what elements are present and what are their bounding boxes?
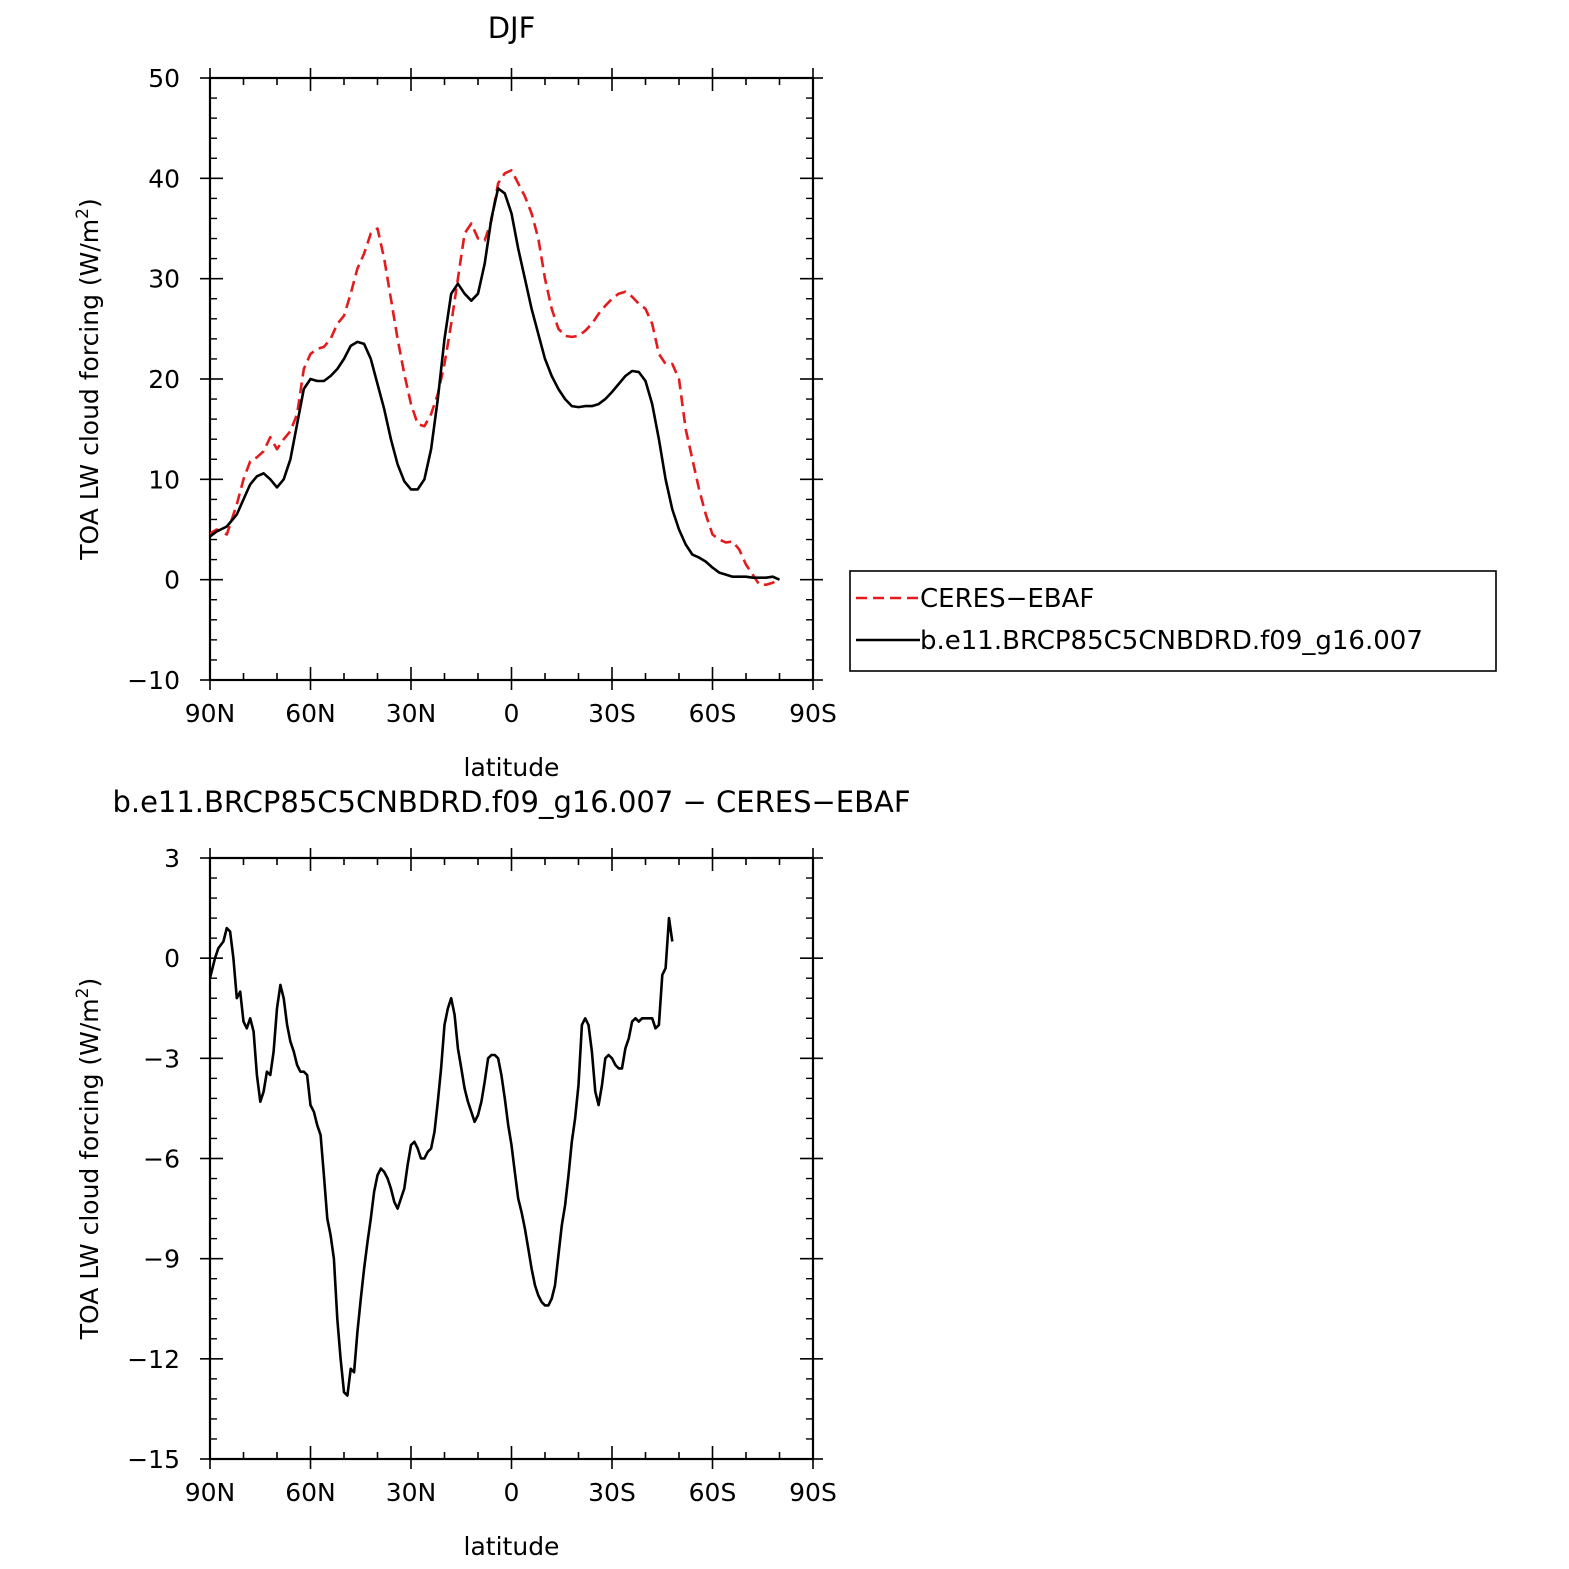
p0-y-tick-label: 40 — [148, 164, 180, 193]
p0-y-tick-label: −10 — [127, 666, 180, 695]
p0-y-tick-label: 20 — [148, 365, 180, 394]
p1-y-tick-label: −15 — [127, 1445, 180, 1474]
p0-x-tick-label: 60S — [689, 699, 737, 728]
legend: CERES−EBAF b.e11.BRCP85C5CNBDRD.f09_g16.0… — [849, 570, 1497, 672]
p1-y-tick-label: −6 — [143, 1145, 180, 1174]
p1-x-axis-label: latitude — [464, 1532, 560, 1561]
legend-label-1: b.e11.BRCP85C5CNBDRD.f09_g16.007 — [920, 626, 1423, 656]
p1-series-line-0 — [210, 916, 674, 1397]
bottom-panel: b.e11.BRCP85C5CNBDRD.f09_g16.007 − CERES… — [73, 785, 911, 1561]
p0-series-group — [210, 169, 781, 586]
p0-x-tick-label: 90S — [789, 699, 837, 728]
p0-y-tick-label: 0 — [164, 566, 180, 595]
p1-x-tick-label: 0 — [504, 1478, 520, 1507]
p1-x-tick-label: 90S — [789, 1478, 837, 1507]
p0-series-line-0 — [210, 169, 781, 586]
p1-series-group — [210, 916, 674, 1397]
p1-y-tick-label: −3 — [143, 1044, 180, 1073]
p0-y-tick-label: 30 — [148, 265, 180, 294]
p0-y-axis-label-suffix: ) — [75, 198, 104, 208]
p1-y-axis-label-main: TOA LW cloud forcing (W/m — [75, 998, 104, 1340]
p1-y-tick-label: 3 — [164, 844, 180, 873]
p1-x-tick-label: 30S — [588, 1478, 636, 1507]
p0-y-tick-label: 50 — [148, 64, 180, 93]
p1-y-tick-label: 0 — [164, 944, 180, 973]
p1-plot-frame — [208, 856, 815, 1461]
p1-y-axis-label-suffix: ) — [75, 978, 104, 988]
p0-y-axis-label-main: TOA LW cloud forcing (W/m — [75, 219, 104, 561]
top-panel: DJF 90N 60N 30N 0 30S 60S 90S −10 0 10 20 30 40 50 lati… — [73, 11, 1497, 782]
p0-series-line-1 — [210, 187, 781, 581]
p0-x-tick-label: 30S — [588, 699, 636, 728]
p1-x-tick-label: 60N — [285, 1478, 336, 1507]
p0-x-axis-label: latitude — [464, 753, 560, 782]
p0-x-tick-label: 30N — [386, 699, 437, 728]
p1-y-axis-label: TOA LW cloud forcing (W/m2) — [73, 978, 104, 1341]
legend-box — [849, 570, 1497, 672]
p1-y-axis-label-sup: 2 — [73, 988, 93, 999]
p0-x-tick-label: 60N — [285, 699, 336, 728]
p0-y-axis-label-sup: 2 — [73, 208, 93, 219]
p0-plot-frame — [208, 76, 815, 682]
p0-y-axis-label: TOA LW cloud forcing (W/m2) — [73, 198, 104, 561]
p0-x-tick-label: 90N — [185, 699, 236, 728]
p1-x-tick-label: 30N — [386, 1478, 437, 1507]
p1-y-tick-label: −12 — [127, 1345, 180, 1374]
legend-label-0: CERES−EBAF — [920, 584, 1094, 614]
p0-x-tick-label: 0 — [504, 699, 520, 728]
p1-chart-title: b.e11.BRCP85C5CNBDRD.f09_g16.007 − CERES… — [112, 785, 910, 819]
p1-x-tick-label: 60S — [689, 1478, 737, 1507]
p0-y-tick-label: 10 — [148, 465, 180, 494]
p1-x-tick-label: 90N — [185, 1478, 236, 1507]
p1-y-tick-label: −9 — [143, 1245, 180, 1274]
p0-chart-title: DJF — [488, 11, 536, 45]
